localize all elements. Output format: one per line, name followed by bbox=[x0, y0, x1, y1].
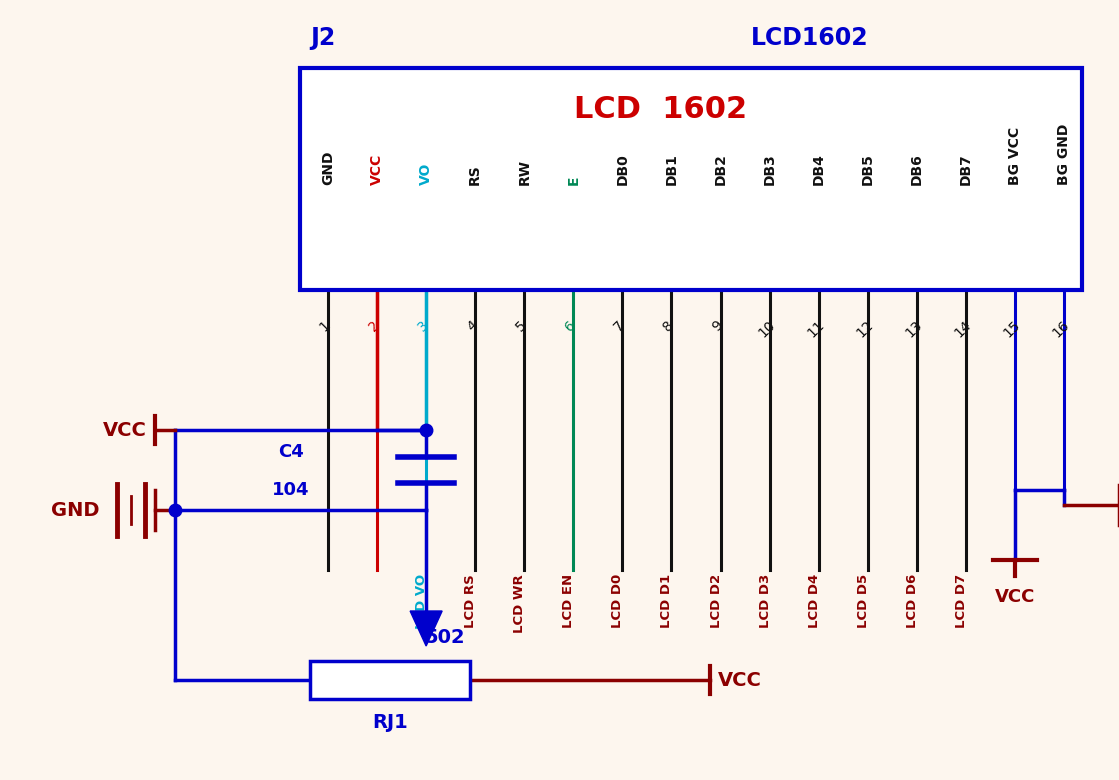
Text: 502: 502 bbox=[425, 628, 466, 647]
Text: C4: C4 bbox=[278, 443, 303, 461]
Bar bbox=[310, 661, 470, 699]
Text: 5: 5 bbox=[514, 318, 529, 334]
Text: LCD1602: LCD1602 bbox=[751, 26, 868, 50]
Text: LCD D5: LCD D5 bbox=[857, 574, 869, 628]
Text: LCD EN: LCD EN bbox=[563, 574, 575, 628]
Text: GND: GND bbox=[51, 501, 100, 519]
Text: J2: J2 bbox=[310, 26, 336, 50]
Text: 3: 3 bbox=[415, 318, 431, 334]
Text: E: E bbox=[566, 176, 581, 185]
Text: VCC: VCC bbox=[370, 154, 384, 185]
Text: VCC: VCC bbox=[103, 420, 147, 439]
Text: LCD D1: LCD D1 bbox=[660, 574, 674, 628]
Text: LCD D4: LCD D4 bbox=[808, 574, 820, 628]
Text: LCD  1602: LCD 1602 bbox=[574, 95, 747, 125]
Text: LCD D3: LCD D3 bbox=[759, 574, 772, 628]
Text: DB7: DB7 bbox=[959, 153, 972, 185]
Text: 13: 13 bbox=[903, 318, 925, 340]
Text: 6: 6 bbox=[562, 318, 579, 334]
Text: 10: 10 bbox=[755, 318, 778, 340]
Text: 15: 15 bbox=[1000, 318, 1023, 340]
Text: LCD VO: LCD VO bbox=[415, 574, 429, 629]
Text: DB2: DB2 bbox=[714, 153, 727, 185]
Text: 11: 11 bbox=[805, 318, 827, 340]
Text: LCD D2: LCD D2 bbox=[709, 574, 723, 628]
Text: 14: 14 bbox=[951, 318, 974, 340]
Text: DB1: DB1 bbox=[665, 153, 678, 185]
Text: DB6: DB6 bbox=[910, 153, 924, 185]
Text: LCD D7: LCD D7 bbox=[955, 574, 968, 628]
Text: DB3: DB3 bbox=[763, 153, 777, 185]
Bar bbox=[300, 68, 1082, 290]
Text: LCD RS: LCD RS bbox=[464, 574, 477, 628]
Text: RW: RW bbox=[517, 159, 532, 185]
Text: BG GND: BG GND bbox=[1057, 123, 1071, 185]
Text: 4: 4 bbox=[464, 318, 480, 334]
Polygon shape bbox=[411, 611, 442, 646]
Text: VO: VO bbox=[420, 162, 433, 185]
Text: 104: 104 bbox=[272, 481, 309, 499]
Text: 8: 8 bbox=[660, 318, 677, 334]
Text: 2: 2 bbox=[366, 318, 382, 334]
Text: RJ1: RJ1 bbox=[373, 713, 407, 732]
Text: LCD WR: LCD WR bbox=[514, 574, 526, 633]
Text: DB0: DB0 bbox=[615, 153, 629, 185]
Text: LCD D0: LCD D0 bbox=[611, 574, 624, 628]
Text: VCC: VCC bbox=[995, 588, 1035, 606]
Text: 1: 1 bbox=[317, 318, 333, 334]
Text: 12: 12 bbox=[854, 318, 876, 340]
Text: BG VCC: BG VCC bbox=[1008, 127, 1022, 185]
Text: 16: 16 bbox=[1050, 318, 1072, 340]
Text: DB4: DB4 bbox=[811, 153, 826, 185]
Text: DB5: DB5 bbox=[861, 153, 875, 185]
Text: 7: 7 bbox=[611, 318, 628, 334]
Text: 9: 9 bbox=[709, 318, 725, 334]
Text: LCD D6: LCD D6 bbox=[905, 574, 919, 628]
Text: GND: GND bbox=[321, 151, 335, 185]
Text: RS: RS bbox=[468, 165, 482, 185]
Text: VCC: VCC bbox=[718, 671, 762, 690]
